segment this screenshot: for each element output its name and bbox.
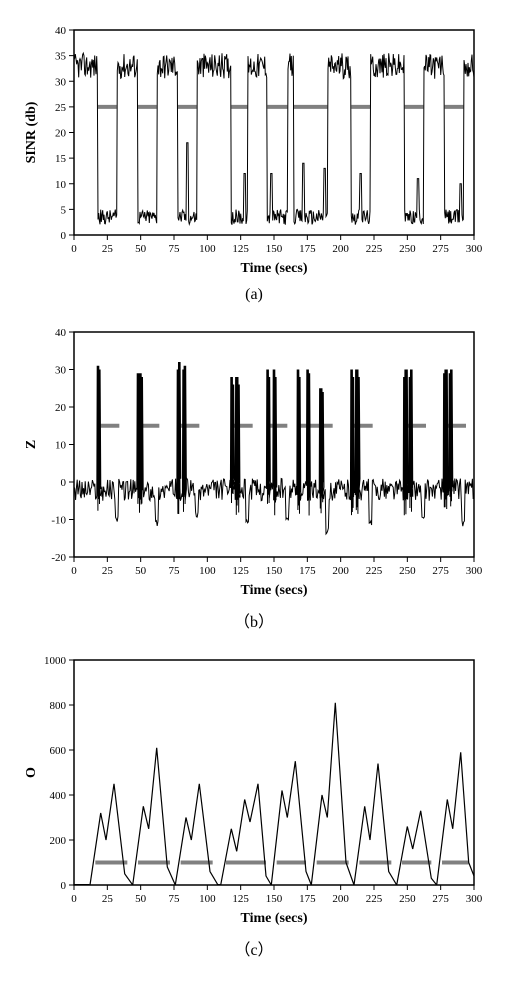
ytick-label: -20 — [51, 552, 66, 564]
panel-c: 0 25 50 75 100 125 150 175 200 225 250 275 300 0 200 40… — [10, 650, 498, 960]
ytick-label: 10 — [55, 440, 67, 452]
ytick-label: 30 — [55, 365, 67, 377]
xtick-label: 225 — [366, 893, 383, 905]
xtick-label: 175 — [299, 893, 316, 905]
ytick-label: 20 — [55, 128, 67, 140]
xtick-label: 275 — [432, 565, 449, 577]
xtick-label: 75 — [169, 565, 181, 577]
ytick-label: 400 — [50, 790, 67, 802]
ytick-label: 35 — [55, 51, 67, 63]
chart-c: 0 25 50 75 100 125 150 175 200 225 250 275 300 0 200 40… — [19, 650, 489, 930]
ylabel: O — [24, 767, 39, 778]
ytick-label: 40 — [55, 327, 67, 339]
ytick-label: 800 — [50, 700, 67, 712]
xtick-label: 50 — [135, 893, 147, 905]
ytick-label: 15 — [55, 153, 67, 165]
xtick-label: 225 — [366, 565, 383, 577]
ylabel: Z — [24, 440, 39, 449]
panel-a: 0 25 50 75 100 125 150 175 200 225 250 275 300 0 5 10 15… — [10, 20, 498, 304]
xtick-label: 200 — [332, 893, 349, 905]
panel-b: 0255075100125150175200225250275300-20-10… — [10, 322, 498, 632]
xtick-label: 125 — [232, 565, 249, 577]
xtick-label: 75 — [169, 243, 181, 255]
xtick-label: 250 — [399, 565, 416, 577]
xlabel: Time (secs) — [241, 911, 308, 926]
chart-a: 0 25 50 75 100 125 150 175 200 225 250 275 300 0 5 10 15… — [19, 20, 489, 280]
xtick-label: 50 — [135, 243, 147, 255]
ytick-label: 0 — [61, 477, 67, 489]
xtick-label: 25 — [102, 243, 114, 255]
ytick-label: 0 — [61, 880, 67, 892]
xtick-label: 300 — [466, 243, 483, 255]
xtick-label: 25 — [102, 565, 114, 577]
ytick-label: 40 — [55, 25, 67, 37]
xtick-label: 150 — [266, 565, 283, 577]
xtick-label: 250 — [399, 893, 416, 905]
data-line — [74, 53, 474, 225]
ytick-label: 0 — [61, 230, 67, 242]
xtick-label: 0 — [71, 243, 77, 255]
xtick-label: 300 — [466, 565, 483, 577]
xtick-label: 125 — [232, 243, 249, 255]
xtick-label: 50 — [135, 565, 147, 577]
xtick-label: 100 — [199, 243, 216, 255]
xtick-label: 175 — [299, 565, 316, 577]
ytick-label: 1000 — [44, 655, 67, 667]
xlabel: Time (secs) — [241, 261, 308, 276]
ytick-label: 20 — [55, 402, 67, 414]
caption-a: (a) — [10, 286, 498, 304]
caption-b: （b） — [10, 608, 498, 632]
ytick-label: 5 — [61, 204, 67, 216]
xtick-label: 300 — [466, 893, 483, 905]
xtick-label: 100 — [199, 565, 216, 577]
xtick-label: 0 — [71, 893, 77, 905]
ytick-label: 25 — [55, 102, 67, 114]
xtick-label: 200 — [332, 243, 349, 255]
xtick-label: 150 — [266, 243, 283, 255]
xtick-label: 200 — [332, 565, 349, 577]
xtick-label: 275 — [432, 893, 449, 905]
xlabel: Time (secs) — [241, 583, 308, 598]
ytick-label: 600 — [50, 745, 67, 757]
xtick-label: 25 — [102, 893, 114, 905]
data-line — [74, 703, 474, 885]
xtick-label: 175 — [299, 243, 316, 255]
xtick-label: 250 — [399, 243, 416, 255]
xtick-label: 225 — [366, 243, 383, 255]
xtick-label: 75 — [169, 893, 181, 905]
ylabel: SINR (db) — [24, 101, 39, 163]
ytick-label: 200 — [50, 835, 67, 847]
xtick-label: 0 — [71, 565, 77, 577]
data-line — [74, 362, 474, 534]
caption-c: （c） — [10, 936, 498, 960]
chart-b: 0255075100125150175200225250275300-20-10… — [19, 322, 489, 602]
ytick-label: 30 — [55, 76, 67, 88]
xtick-label: 100 — [199, 893, 216, 905]
xtick-label: 125 — [232, 893, 249, 905]
xtick-label: 150 — [266, 893, 283, 905]
ytick-label: -10 — [51, 515, 66, 527]
ytick-label: 10 — [55, 179, 67, 191]
xtick-label: 275 — [432, 243, 449, 255]
